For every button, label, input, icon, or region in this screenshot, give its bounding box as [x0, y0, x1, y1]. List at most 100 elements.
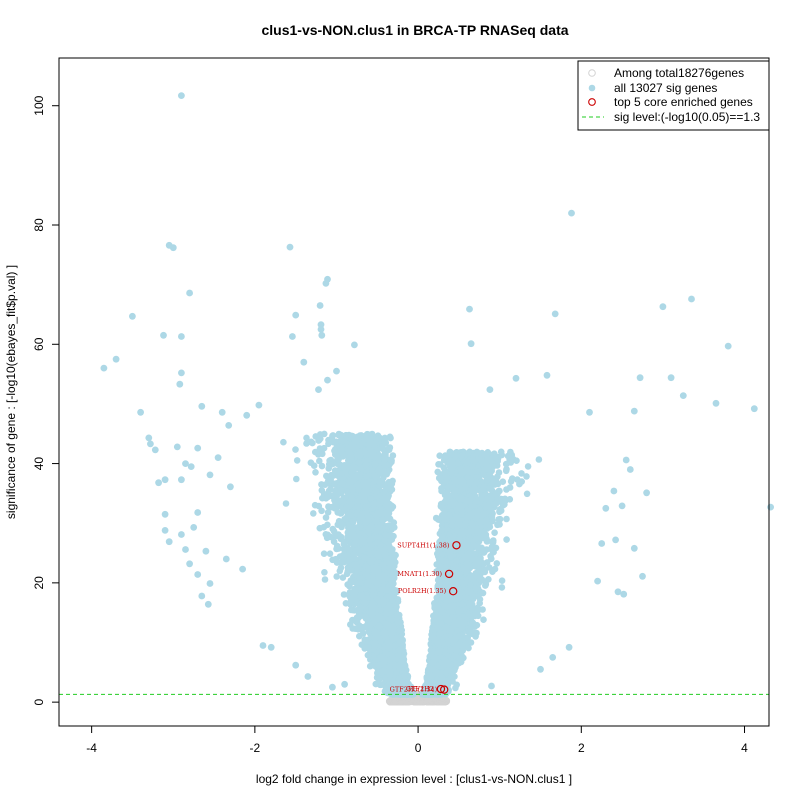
sig-point: [351, 540, 359, 548]
sig-point: [386, 543, 393, 550]
sig-point: [393, 669, 400, 676]
sig-point: [390, 519, 398, 526]
sig-point: [337, 533, 345, 541]
sig-point: [330, 439, 338, 446]
sig-point: [312, 448, 319, 456]
sig-point: [360, 594, 367, 602]
sig-point: [353, 445, 361, 452]
sig-point: [311, 501, 319, 509]
sig-point: [391, 562, 398, 570]
sig-point: [371, 634, 378, 642]
sig-point: [359, 625, 366, 632]
sig-point: [303, 434, 310, 442]
sig-point: [373, 595, 381, 602]
sig-point: [377, 654, 384, 662]
sig-point: [368, 440, 376, 448]
sig-point: [360, 493, 368, 501]
sig-point: [358, 511, 366, 519]
sig-point: [322, 531, 330, 538]
sig-point: [361, 538, 368, 546]
sig-point: [312, 469, 319, 476]
sig-point: [355, 546, 362, 554]
sig-point: [318, 462, 326, 470]
sig-point: [307, 459, 315, 467]
sig-point: [371, 643, 378, 651]
sig-point: [350, 518, 357, 525]
nonsig-point: [438, 697, 446, 705]
sig-point: [362, 461, 370, 469]
sig-point: [381, 552, 389, 560]
sig-point: [346, 546, 353, 554]
sig-point: [350, 591, 358, 599]
sig-point: [372, 512, 380, 519]
sig-point: [379, 443, 386, 450]
sig-point: [322, 514, 330, 521]
sig-point: [385, 507, 392, 515]
sig-point: [351, 555, 359, 563]
sig-point: [282, 500, 290, 507]
sig-point: [318, 507, 325, 515]
sig-point: [356, 579, 364, 586]
sig-point: [374, 453, 382, 460]
sig-point: [386, 656, 394, 664]
sig-point: [396, 627, 403, 634]
sig-point: [376, 661, 384, 669]
sig-point: [379, 586, 386, 593]
sig-point: [357, 482, 364, 490]
sig-point: [348, 606, 355, 614]
sig-point: [388, 457, 395, 464]
sig-point: [336, 497, 343, 505]
sig-point: [383, 605, 391, 613]
sig-point: [382, 531, 390, 539]
sig-point: [341, 506, 348, 514]
sig-point: [331, 447, 338, 455]
sig-point: [374, 539, 381, 546]
sig-point: [379, 516, 387, 523]
sig-point: [379, 598, 387, 606]
sig-point: [371, 500, 378, 508]
sig-point: [375, 435, 382, 443]
nonsig-point: [436, 697, 445, 705]
sig-point: [357, 586, 364, 593]
sig-point: [367, 495, 375, 502]
sig-point: [320, 523, 328, 531]
sig-point: [390, 635, 398, 643]
sig-point: [362, 545, 370, 552]
sig-point: [293, 457, 301, 464]
sig-point: [293, 475, 300, 483]
sig-point: [387, 592, 395, 600]
sig-point: [347, 567, 355, 574]
sig-point: [326, 550, 334, 557]
sig-point: [384, 622, 392, 630]
sig-point: [364, 512, 372, 519]
sig-point: [333, 573, 341, 580]
sig-point: [316, 431, 324, 438]
sig-point: [292, 446, 299, 453]
sig-point: [377, 638, 385, 645]
sig-point: [371, 461, 379, 469]
sig-point: [345, 448, 353, 455]
sig-point: [321, 576, 329, 583]
sig-point: [368, 612, 376, 619]
sig-point: [370, 577, 378, 585]
sig-point: [344, 529, 352, 536]
sig-point: [362, 613, 370, 620]
sig-point: [340, 591, 348, 598]
sig-point: [331, 481, 338, 488]
sig-point: [375, 468, 383, 475]
sig-point: [333, 542, 341, 550]
sig-point: [381, 456, 388, 464]
sig-point: [375, 553, 383, 560]
sig-point: [376, 478, 383, 486]
sig-point: [325, 493, 332, 500]
sig-point: [491, 529, 498, 536]
sig-point: [378, 681, 385, 688]
sig-point: [354, 503, 361, 510]
sig-point: [385, 644, 393, 652]
nonsig-point: [386, 697, 394, 705]
sig-point: [343, 558, 350, 565]
sig-point: [355, 459, 363, 466]
sig-point: [347, 512, 355, 519]
sig-point: [362, 571, 369, 578]
